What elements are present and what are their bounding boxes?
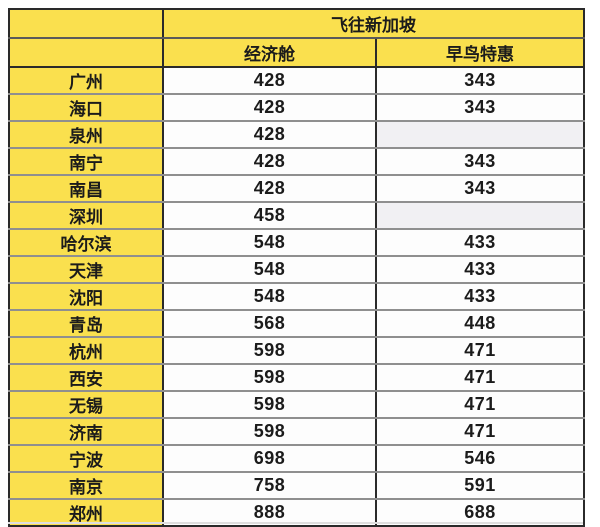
city-cell: 南宁 — [8, 148, 164, 176]
table-row: 无锡 598 471 — [8, 391, 585, 419]
table-row: 杭州 598 471 — [8, 337, 585, 365]
economy-price-cell: 758 — [162, 472, 377, 500]
economy-price-cell: 598 — [162, 418, 377, 446]
economy-price-cell: 568 — [162, 310, 377, 338]
table-row: 沈阳 548 433 — [8, 283, 585, 311]
early-bird-price-cell: 471 — [375, 418, 585, 446]
city-cell: 南京 — [8, 472, 164, 500]
early-bird-price-cell: 433 — [375, 229, 585, 257]
flight-price-table: 飞往新加坡 经济舱 早鸟特惠 广州 428 343 海口 428 343 泉州 … — [8, 8, 585, 527]
table-row: 海口 428 343 — [8, 94, 585, 122]
economy-price-cell: 428 — [162, 94, 377, 122]
table-row: 济南 598 471 — [8, 418, 585, 446]
table-row: 广州 428 343 — [8, 67, 585, 95]
table-row: 天津 548 433 — [8, 256, 585, 284]
table-row: 南昌 428 343 — [8, 175, 585, 203]
early-bird-price-cell: 471 — [375, 391, 585, 419]
city-cell: 无锡 — [8, 391, 164, 419]
early-bird-price-cell: 343 — [375, 94, 585, 122]
column-header-economy: 经济舱 — [162, 38, 377, 68]
table-row: 深圳 458 — [8, 202, 585, 230]
early-bird-price-cell — [375, 121, 585, 149]
table-row: 泉州 428 — [8, 121, 585, 149]
economy-price-cell: 698 — [162, 445, 377, 473]
economy-price-cell: 598 — [162, 391, 377, 419]
table-row: 青岛 568 448 — [8, 310, 585, 338]
city-cell: 西安 — [8, 364, 164, 392]
economy-price-cell: 598 — [162, 337, 377, 365]
city-cell: 天津 — [8, 256, 164, 284]
table-row: 南宁 428 343 — [8, 148, 585, 176]
economy-price-cell: 458 — [162, 202, 377, 230]
early-bird-price-cell: 448 — [375, 310, 585, 338]
city-cell: 泉州 — [8, 121, 164, 149]
corner-cell-top — [8, 9, 164, 39]
early-bird-price-cell: 433 — [375, 283, 585, 311]
table-row: 哈尔滨 548 433 — [8, 229, 585, 257]
early-bird-price-cell: 471 — [375, 337, 585, 365]
city-cell: 沈阳 — [8, 283, 164, 311]
city-cell: 南昌 — [8, 175, 164, 203]
city-cell: 济南 — [8, 418, 164, 446]
economy-price-cell: 548 — [162, 229, 377, 257]
city-cell: 深圳 — [8, 202, 164, 230]
city-cell: 哈尔滨 — [8, 229, 164, 257]
city-cell: 广州 — [8, 67, 164, 95]
city-cell: 青岛 — [8, 310, 164, 338]
corner-cell-bottom — [8, 38, 164, 68]
early-bird-price-cell: 433 — [375, 256, 585, 284]
title-row: 飞往新加坡 — [8, 9, 585, 39]
economy-price-cell: 428 — [162, 148, 377, 176]
economy-price-cell: 548 — [162, 256, 377, 284]
table-row: 南京 758 591 — [8, 472, 585, 500]
early-bird-price-cell: 471 — [375, 364, 585, 392]
economy-price-cell: 548 — [162, 283, 377, 311]
early-bird-price-cell: 343 — [375, 175, 585, 203]
economy-price-cell: 598 — [162, 364, 377, 392]
early-bird-price-cell: 343 — [375, 67, 585, 95]
table-row: 宁波 698 546 — [8, 445, 585, 473]
economy-price-cell: 428 — [162, 175, 377, 203]
city-cell: 宁波 — [8, 445, 164, 473]
economy-price-cell: 428 — [162, 67, 377, 95]
economy-price-cell: 428 — [162, 121, 377, 149]
table-body: 飞往新加坡 经济舱 早鸟特惠 广州 428 343 海口 428 343 泉州 … — [8, 9, 585, 527]
early-bird-price-cell: 343 — [375, 148, 585, 176]
early-bird-price-cell — [375, 202, 585, 230]
early-bird-price-cell: 591 — [375, 472, 585, 500]
city-cell: 海口 — [8, 94, 164, 122]
early-bird-price-cell: 546 — [375, 445, 585, 473]
city-cell: 郑州 — [8, 499, 164, 527]
cropped-next-row-line — [8, 522, 583, 524]
column-header-early-bird: 早鸟特惠 — [375, 38, 585, 68]
column-header-row: 经济舱 早鸟特惠 — [8, 38, 585, 68]
table-row: 西安 598 471 — [8, 364, 585, 392]
city-cell: 杭州 — [8, 337, 164, 365]
table-title: 飞往新加坡 — [162, 9, 585, 39]
